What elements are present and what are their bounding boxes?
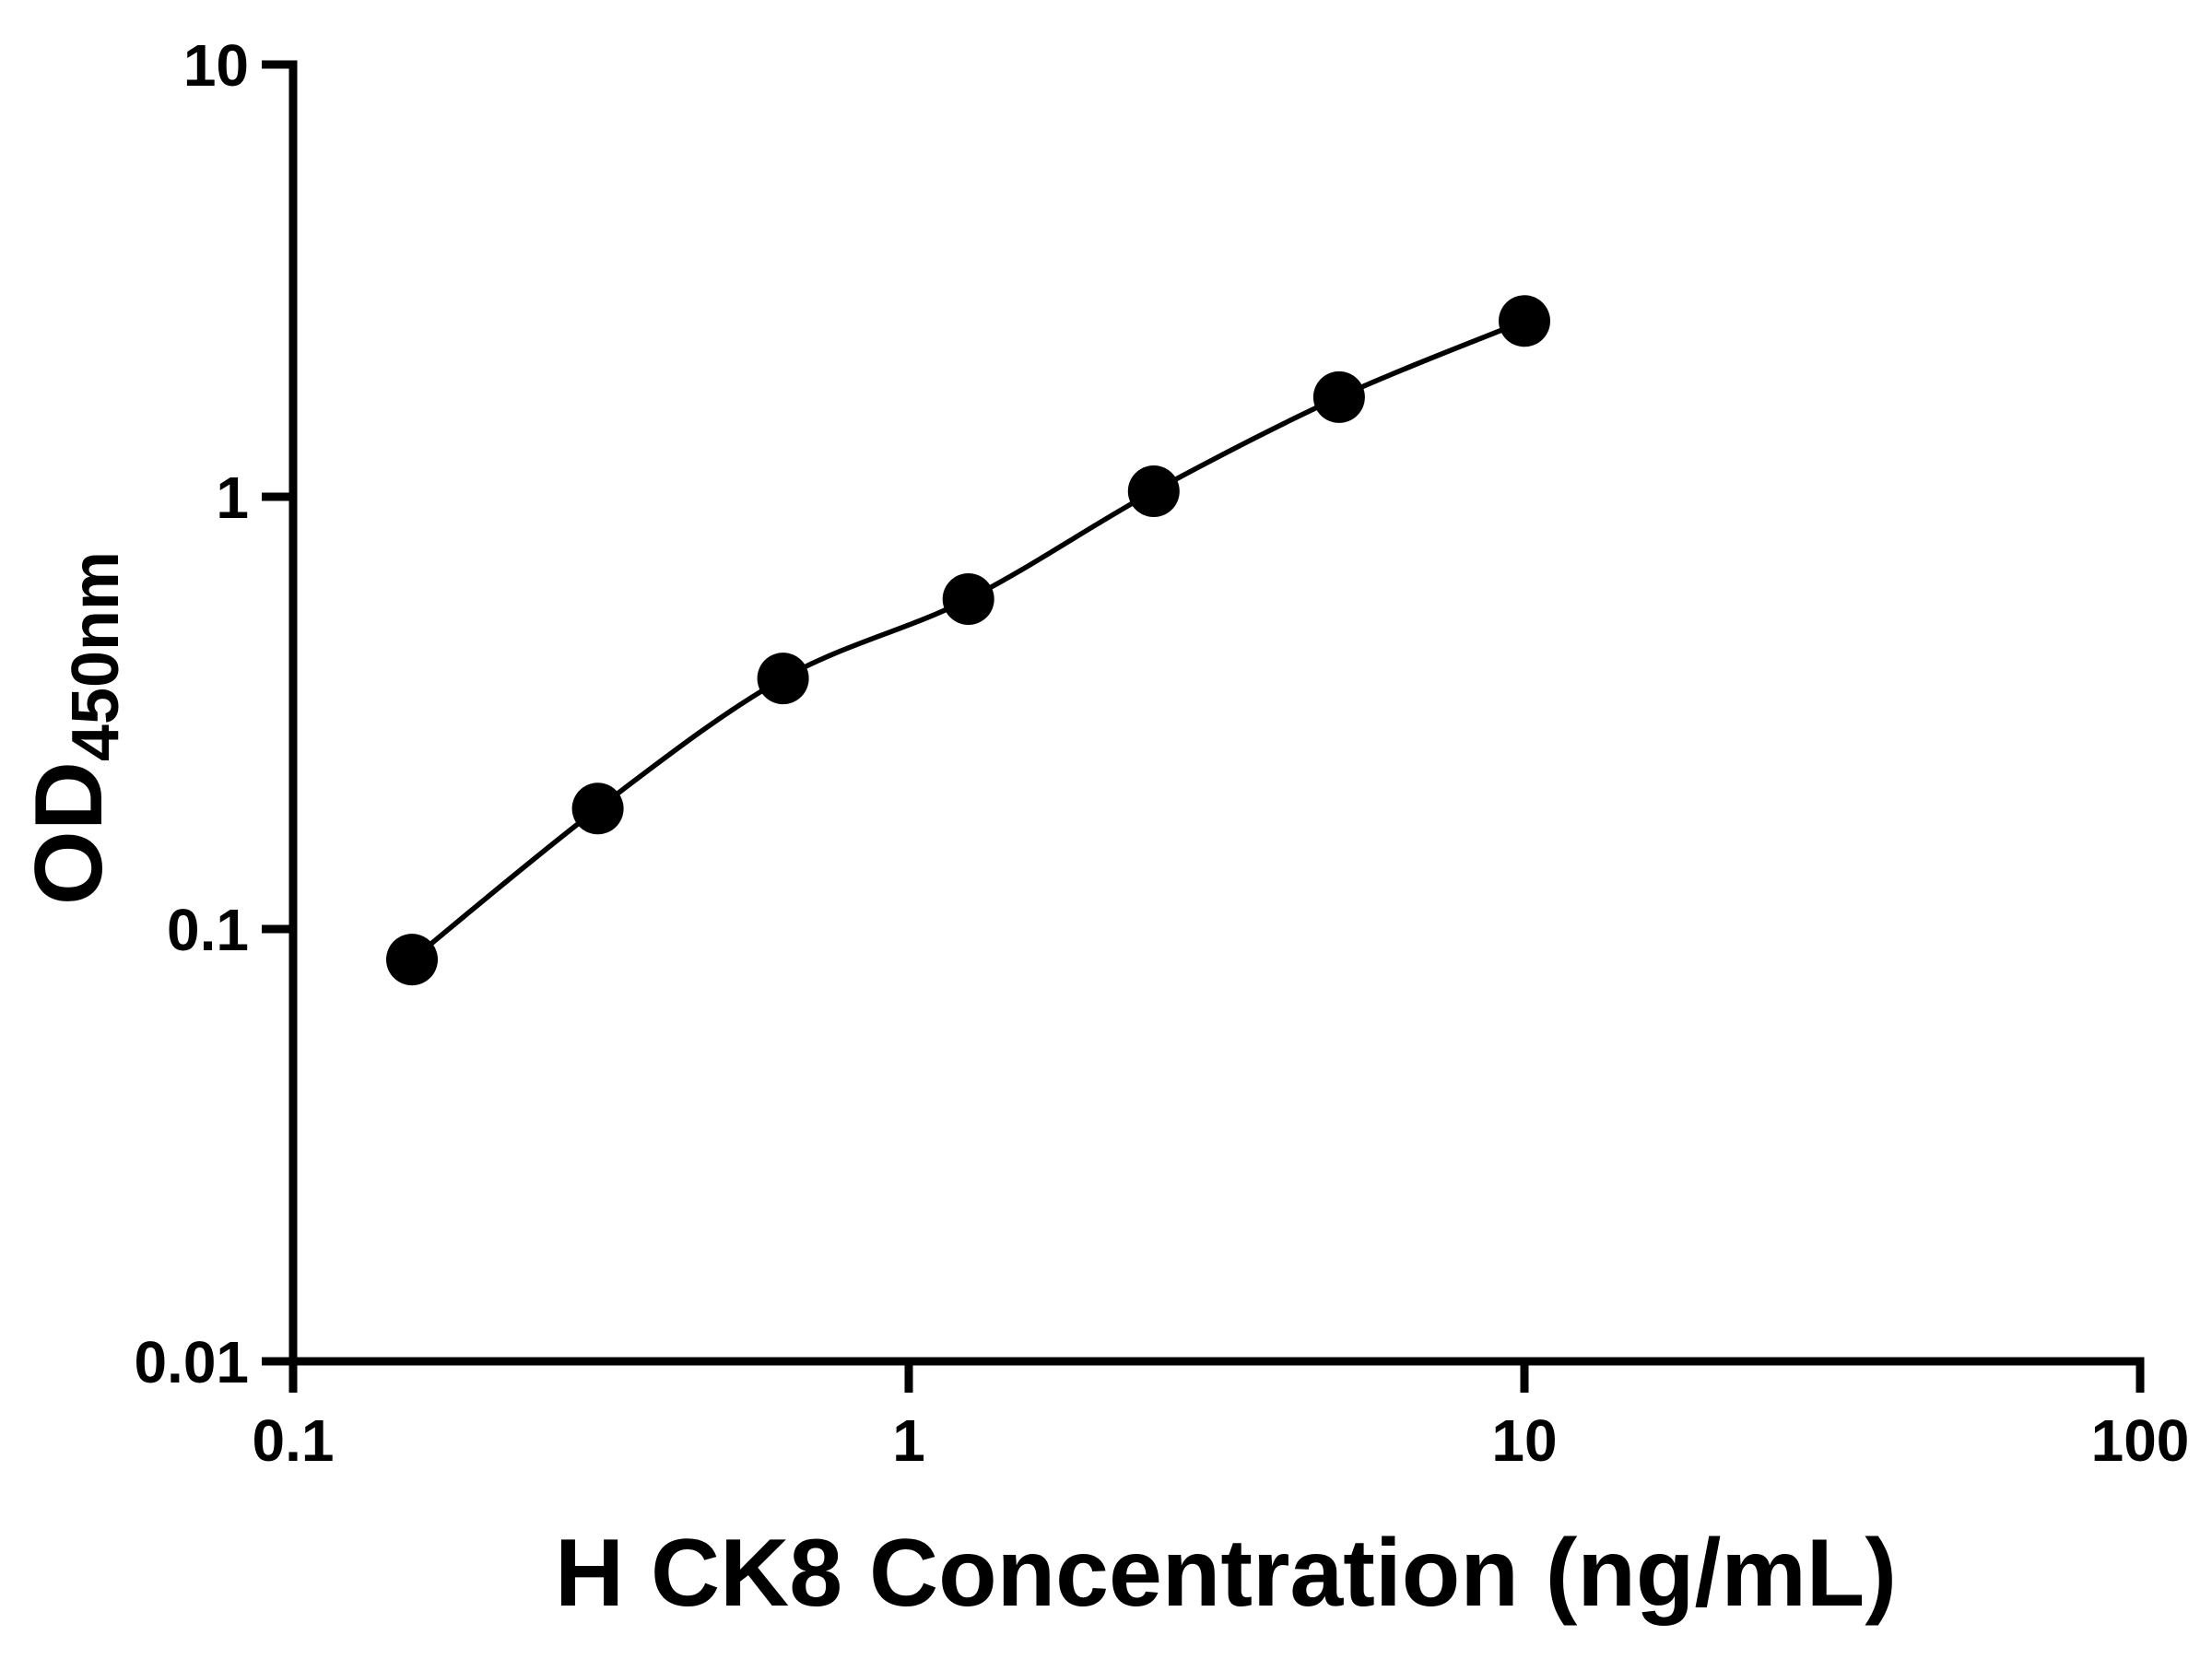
x-tick-label: 1 — [892, 1407, 925, 1474]
data-point — [1127, 465, 1180, 517]
data-point — [386, 934, 438, 986]
data-point — [1499, 295, 1550, 347]
y-tick-label: 1 — [216, 465, 249, 531]
x-tick-label: 0.1 — [253, 1407, 335, 1474]
y-tick-label: 0.01 — [134, 1329, 249, 1395]
y-axis-title-sub: 450nm — [59, 551, 133, 761]
standard-curve-line — [410, 318, 1526, 962]
data-point — [942, 573, 994, 625]
data-point — [757, 653, 809, 705]
axis-spine — [288, 60, 2145, 1366]
data-point — [1312, 371, 1365, 423]
y-tick-label: 0.1 — [167, 897, 249, 963]
x-axis-title: H CK8 Concentration (ng/mL) — [555, 1520, 1897, 1627]
data-point — [571, 782, 624, 835]
x-tick-label: 10 — [1491, 1407, 1557, 1474]
y-axis-title-main: OD — [16, 761, 123, 905]
y-axis-title: OD450nm — [16, 551, 133, 905]
x-tick-label: 100 — [2091, 1407, 2190, 1474]
y-tick-label: 10 — [183, 32, 249, 99]
